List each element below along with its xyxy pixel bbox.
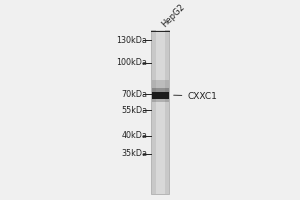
Text: 55kDa: 55kDa — [121, 106, 147, 115]
Bar — [152, 92, 169, 99]
Text: 70kDa: 70kDa — [121, 90, 147, 99]
Bar — [152, 88, 169, 93]
Bar — [152, 80, 169, 88]
Text: 100kDa: 100kDa — [116, 58, 147, 67]
Text: 35kDa: 35kDa — [121, 149, 147, 158]
Text: 40kDa: 40kDa — [121, 131, 147, 140]
Bar — [152, 30, 169, 194]
Bar — [152, 99, 169, 102]
Text: CXXC1: CXXC1 — [174, 92, 217, 101]
Bar — [156, 30, 165, 194]
Text: HepG2: HepG2 — [160, 2, 187, 29]
Text: 130kDa: 130kDa — [116, 36, 147, 45]
